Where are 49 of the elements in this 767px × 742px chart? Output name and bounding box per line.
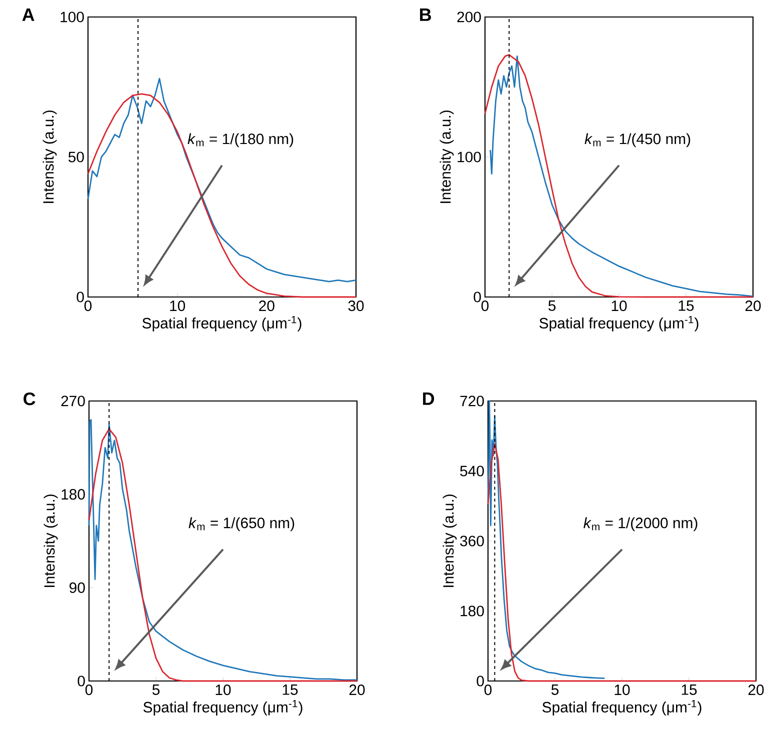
y-tick-label: 720 xyxy=(460,396,484,406)
x-tick-label: 30 xyxy=(348,300,364,312)
y-axis-title: Intensity (a.u.) xyxy=(442,494,457,587)
y-axis-title: Intensity (a.u.) xyxy=(440,110,454,203)
annotation: k$_{m}$ = 1/(180 nm) xyxy=(188,133,294,148)
x-tick-label: 5 xyxy=(551,684,559,695)
y-tick-label: 540 xyxy=(460,466,484,476)
annotation: k$_{m}$ = 1/(650 nm) xyxy=(188,517,294,532)
x-tick-label: 20 xyxy=(745,300,761,312)
y-tick-label: 90 xyxy=(70,582,85,593)
x-tick-label: 5 xyxy=(152,684,160,695)
x-tick-label: 15 xyxy=(682,684,697,695)
x-tick-label: 5 xyxy=(548,300,556,311)
chart-title: B xyxy=(420,8,431,21)
y-tick-label: 100 xyxy=(458,152,481,162)
y-tick-label: 0 xyxy=(476,676,484,686)
x-tick-label: 0 xyxy=(484,684,492,696)
x-tick-label: 0 xyxy=(84,300,92,312)
annotation: k$_{m}$ = 1/(450 nm) xyxy=(584,133,690,148)
y-tick-label: 200 xyxy=(457,12,481,22)
y-tick-label: 180 xyxy=(460,606,484,616)
x-tick-label: 10 xyxy=(614,684,630,696)
x-tick-label: 10 xyxy=(170,300,186,312)
chart-title: C xyxy=(24,392,36,406)
x-axis-title: Spatial frequency (μm$^{-1}$) xyxy=(542,700,702,716)
y-tick-label: 100 xyxy=(60,12,84,22)
y-tick-label: 180 xyxy=(62,489,85,500)
x-tick-label: 0 xyxy=(85,684,93,696)
x-tick-label: 20 xyxy=(259,300,274,312)
y-tick-label: 360 xyxy=(460,536,484,546)
y-tick-label: 270 xyxy=(61,396,85,406)
x-tick-label: 10 xyxy=(216,684,231,696)
x-tick-label: 20 xyxy=(748,684,764,696)
chart-title: A xyxy=(22,8,34,21)
x-tick-label: 20 xyxy=(349,684,365,696)
x-tick-label: 15 xyxy=(282,684,298,695)
annotation: k$_{m}$ = 1/(2000 nm) xyxy=(584,517,698,532)
y-axis-title: Intensity (a.u.) xyxy=(44,494,58,587)
x-axis-title: Spatial frequency (μm$^{-1}$) xyxy=(143,700,302,716)
y-tick-label: 0 xyxy=(76,292,84,302)
x-axis-title: Spatial frequency (μm$^{-1}$) xyxy=(142,316,302,332)
x-axis-title: Spatial frequency (μm$^{-1}$) xyxy=(539,316,698,332)
y-tick-label: 50 xyxy=(68,152,84,162)
chart-title: D xyxy=(423,392,434,405)
y-tick-label: 0 xyxy=(474,292,481,302)
y-tick-label: 0 xyxy=(78,676,85,686)
x-tick-label: 15 xyxy=(678,300,694,311)
y-axis-title: Intensity (a.u.) xyxy=(42,110,57,203)
x-tick-label: 10 xyxy=(612,300,627,312)
